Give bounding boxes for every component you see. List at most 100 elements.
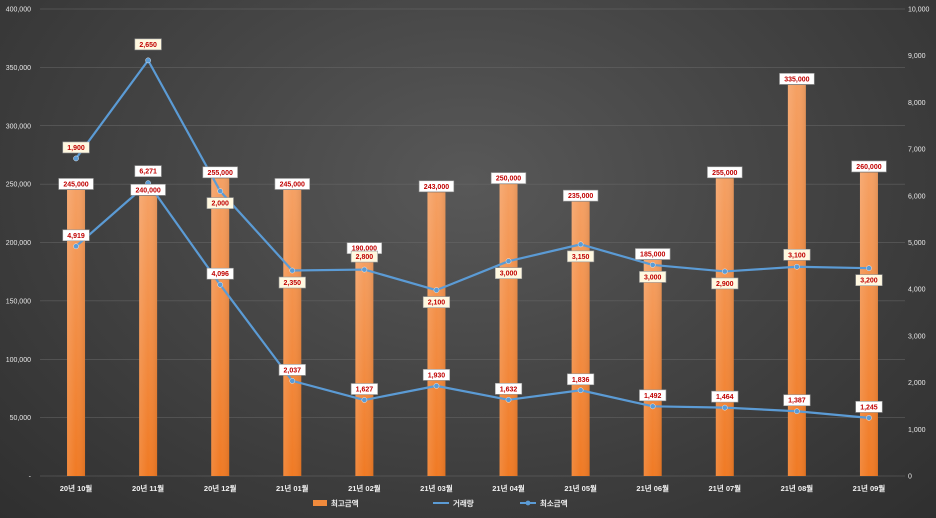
data-label: 2,100 [428,300,446,307]
data-label: 3,000 [500,271,518,278]
data-label: 6,271 [139,169,157,176]
line-min-price-point [73,243,79,250]
data-label: 250,000 [496,176,521,183]
data-label: 4,096 [211,271,229,278]
bar-highlight [859,172,878,476]
data-label-box [711,390,739,403]
data-label: 2,800 [356,254,374,261]
data-label-box [350,383,378,395]
data-label-box [783,248,811,261]
data-label: 240,000 [135,187,160,194]
left-axis-ticks: - 50,000 100,000 150,000 200,000 250,000 300,0… [6,7,32,481]
data-label-box [639,389,667,402]
data-label-box [567,373,595,386]
data-label-box [278,364,306,376]
data-label-box [62,141,90,154]
left-axis-tick-label: - [29,474,32,481]
data-label-box [134,38,162,51]
category-label: 21년 07월 [709,483,742,493]
data-label-box [418,180,455,193]
data-label: 3,000 [644,274,662,281]
data-label-box [130,184,166,196]
line-min-price-point [217,281,224,288]
category-label: 21년 03월 [420,483,453,493]
line-min-price-point [649,403,656,410]
line-volume-point [577,241,584,248]
bar-highlight [427,192,446,477]
data-label: 260,000 [856,164,881,171]
data-label-box [779,73,815,85]
left-axis-tick-label: 250,000 [6,182,31,189]
line-volume-point [866,265,872,271]
line-volume-point [433,287,440,293]
right-axis-tick-label: 4,000 [908,287,926,294]
right-axis-tick-label: 3,000 [908,333,926,340]
data-label-box [494,382,523,395]
data-label-box [422,296,451,308]
data-label-box [202,166,238,179]
category-label: 21년 01월 [276,483,309,493]
data-label: 335,000 [784,76,809,83]
bar-highlight [283,189,302,476]
legend-label: 최소금액 [540,498,568,508]
data-label-box [562,189,599,202]
data-label-box [206,267,234,280]
right-axis-tick-label: 8,000 [908,100,926,107]
line-volume-point [721,268,728,275]
gridlines [40,8,905,477]
data-label: 235,000 [568,193,593,200]
left-axis-tick-label: 50,000 [10,415,32,422]
right-axis-tick-label: 5,000 [908,240,926,247]
data-label-box [62,229,90,242]
left-axis-tick-label: 150,000 [6,298,31,305]
line-volume-point [289,267,296,274]
left-axis-tick-label: 300,000 [6,123,31,130]
data-label-box [134,165,162,177]
data-label: 243,000 [424,184,449,191]
line-min-price-point [361,397,368,403]
data-label-box [58,178,94,190]
data-label: 1,492 [644,393,662,400]
data-label-box [639,271,667,283]
data-label-box [855,401,883,413]
bar-highlight [787,84,806,476]
data-label: 1,632 [500,386,518,393]
line-volume [75,59,869,292]
left-axis-tick-label: 350,000 [6,65,31,72]
data-label-box [206,197,234,209]
data-label: 2,650 [139,42,157,49]
line-min-price-point [866,415,872,421]
bar-highlight [715,178,734,476]
left-axis-tick-label: 100,000 [6,357,31,364]
bar-highlight [67,189,86,476]
line-volume-point [73,155,79,162]
data-label-box [635,248,671,260]
line-min-price-point [721,404,728,411]
right-axis-ticks: 0 1,000 2,000 3,000 4,000 5,000 6,000 7,000 8,00… [908,7,930,481]
data-label: 245,000 [280,181,305,188]
data-label: 1,464 [716,394,734,401]
category-label: 20년 12월 [204,483,237,493]
data-label-box [567,250,595,263]
line-min-price-point [433,383,440,389]
line-min-price-point [505,396,512,403]
right-axis-tick-label: 1,000 [908,427,926,434]
category-label: 20년 11월 [132,483,164,493]
data-label-box [851,160,887,173]
left-axis-tick-label: 200,000 [6,240,31,247]
data-label-box [274,178,310,190]
bar-highlight [571,201,590,476]
data-label: 2,900 [716,281,734,288]
line-volume-point [217,188,224,194]
data-label: 255,000 [208,170,233,177]
bar-highlight [355,254,374,476]
data-label: 2,350 [284,280,302,287]
data-label-box [707,166,743,179]
legend-label: 최고금액 [331,498,359,508]
legend: 최고금액 거래량 최소금액 [313,498,568,508]
data-label: 1,245 [860,404,878,411]
category-label: 21년 09월 [853,483,886,493]
category-label: 20년 10월 [60,483,93,493]
data-label: 3,100 [788,252,806,259]
data-label: 1,387 [788,398,806,405]
